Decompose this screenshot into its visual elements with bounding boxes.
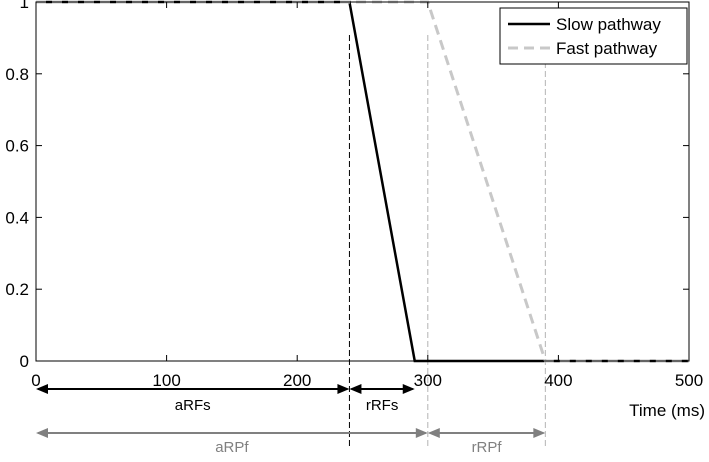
plot-frame [35,1,690,362]
annotation-label: rRPf [472,439,503,456]
arrow-head [337,384,350,394]
legend-label-2: Fast pathway [556,39,658,58]
x-tick-label: 100 [152,371,180,390]
annotations: aRFs rRFs aRPf rRPf [36,384,546,456]
y-tick-label: 0.2 [5,280,29,299]
x-tick-label: 300 [414,371,442,390]
x-tick-label: 200 [283,371,311,390]
arrow-head [36,428,48,438]
arrow-head [402,384,415,394]
arrow-head [415,428,428,438]
arrow-head [36,384,48,394]
x-tick-label: 500 [675,371,703,390]
y-tick-label: 1 [20,0,29,12]
annotation-arpf: aRPf [36,428,428,456]
legend-label-1: Slow pathway [556,15,661,34]
legend: Slow pathway Fast pathway [499,7,688,65]
legend-box [499,7,688,65]
annotation-rrfs: rRFs [349,384,415,414]
x-axis-label: Time (ms) [629,401,705,420]
vertical-markers [348,35,546,446]
y-tick-label: 0.4 [5,208,29,227]
arrow-head [427,428,440,438]
annotation-rrpf: rRPf [427,428,546,456]
arrow-head [349,384,362,394]
annotation-arfs: aRFs [36,384,350,414]
arrow-head [533,428,546,438]
annotation-label: aRPf [215,439,249,456]
y-tick-label: 0.8 [5,65,29,84]
y-tick-label: 0.6 [5,137,29,156]
annotation-label: aRFs [175,397,211,414]
x-tick-label: 400 [544,371,572,390]
axes: 0 100 200 300 400 500 0 0.2 0.4 0.6 0.8 1 [5,0,703,390]
y-tick-label: 0 [20,352,29,371]
annotation-label: rRFs [366,397,399,414]
x-tick-label: 0 [31,371,40,390]
